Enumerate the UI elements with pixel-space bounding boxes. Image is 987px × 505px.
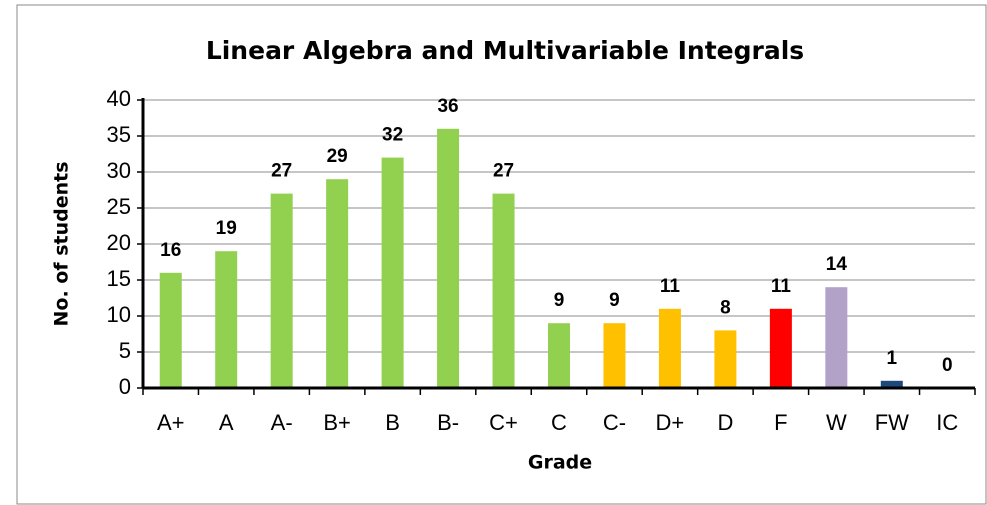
bar [825,287,848,388]
x-tick-label: B- [437,410,459,435]
x-tick-label: C- [603,410,626,435]
data-label: 9 [609,290,620,311]
y-tick-label: 10 [107,302,131,327]
x-tick-label: D+ [656,410,685,435]
data-label: 16 [160,240,181,261]
bar [159,272,182,388]
y-axis-title: No. of students [51,161,73,326]
bar [326,179,349,388]
data-label: 8 [720,297,731,318]
x-tick-label: IC [936,410,958,435]
y-tick-label: 0 [119,374,131,399]
x-tick-label: B [385,410,400,435]
x-tick-label: D [717,410,733,435]
y-tick-label: 35 [107,122,131,147]
x-tick-label: C [551,410,567,435]
bar [714,330,737,388]
data-label: 11 [660,276,681,297]
bar [548,323,570,388]
x-tick-label: C+ [489,410,518,435]
bar [381,157,404,388]
data-label: 1 [887,348,898,369]
data-label: 36 [437,96,458,117]
x-tick-label: A [219,410,234,435]
chart-title: Linear Algebra and Multivariable Integra… [206,36,804,65]
y-tick-label: 5 [119,338,131,363]
bar [603,323,626,388]
data-label: 32 [382,125,403,146]
data-label: 27 [271,161,292,182]
bar [437,128,460,389]
bar [215,251,238,388]
y-tick-label: 25 [107,194,131,219]
y-tick-label: 40 [107,86,131,111]
data-label: 29 [327,146,348,167]
x-tick-label: A+ [157,410,185,435]
data-label: 19 [216,218,237,239]
bar [492,193,515,388]
bar [880,380,903,388]
bar [769,308,792,388]
data-label: 9 [554,290,565,311]
data-label: 14 [826,254,848,275]
y-tick-label: 30 [107,158,131,183]
bar [270,193,293,388]
x-axis-title: Grade [528,452,592,474]
y-tick-label: 15 [107,266,131,291]
x-tick-label: B+ [323,410,351,435]
x-tick-label: A- [271,410,293,435]
y-tick-label: 20 [107,230,131,255]
x-tick-label: W [826,410,847,435]
x-tick-label: F [774,410,787,435]
x-tick-label: FW [875,410,909,435]
data-label: 0 [942,355,953,376]
data-label: 27 [493,161,514,182]
data-label: 11 [771,276,792,297]
bar [658,308,681,388]
